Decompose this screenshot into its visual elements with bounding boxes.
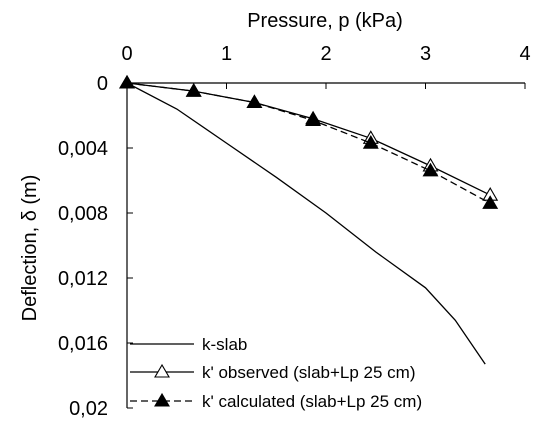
legend: k-slab k' observed (slab+Lp 25 cm) k' calc… [130, 335, 422, 411]
x-tick-label: 3 [420, 43, 431, 65]
series-1 [126, 82, 486, 365]
series-3-line [126, 82, 491, 204]
series-3 [119, 74, 499, 209]
series-3-point [482, 195, 499, 209]
series-layer [119, 74, 499, 365]
x-tick-label: 2 [320, 43, 331, 65]
series-3-point [246, 94, 263, 109]
y-tick-label: 0,008 [58, 203, 108, 225]
series-3-point [305, 112, 322, 126]
legend-label: k' observed (slab+Lp 25 cm) [202, 363, 416, 382]
series-3-point [422, 162, 439, 177]
y-tick-label: 0,012 [58, 268, 108, 290]
series-2-line [126, 82, 491, 196]
y-tick-label: 0,02 [69, 398, 108, 420]
legend-item-3: k' calculated (slab+Lp 25 cm) [130, 392, 422, 411]
y-tick-label: 0,016 [58, 333, 108, 355]
legend-item-2: k' observed (slab+Lp 25 cm) [130, 363, 416, 382]
x-axis-title: Pressure, p (kPa) [247, 10, 403, 32]
legend-swatch-marker [154, 392, 170, 407]
series-3-point [362, 135, 379, 149]
series-1-line [126, 82, 486, 365]
x-tick-label: 1 [221, 43, 232, 65]
legend-item-1: k-slab [130, 335, 247, 354]
y-tick-label: 0,004 [58, 138, 108, 160]
series-3-point [119, 74, 135, 89]
series-3-point [185, 83, 202, 97]
axes: 0 1 2 3 4 0 0,004 0,008 0,012 0,016 0,02 [58, 43, 531, 420]
y-tick-label: 0 [97, 73, 108, 95]
y-axis-title: Deflection, δ (m) [19, 175, 41, 322]
legend-swatch-marker [154, 363, 170, 378]
legend-label: k' calculated (slab+Lp 25 cm) [202, 392, 422, 411]
x-tick-label: 0 [121, 43, 132, 65]
legend-label: k-slab [202, 335, 247, 354]
series-2 [119, 74, 499, 201]
x-tick-label: 4 [519, 43, 530, 65]
